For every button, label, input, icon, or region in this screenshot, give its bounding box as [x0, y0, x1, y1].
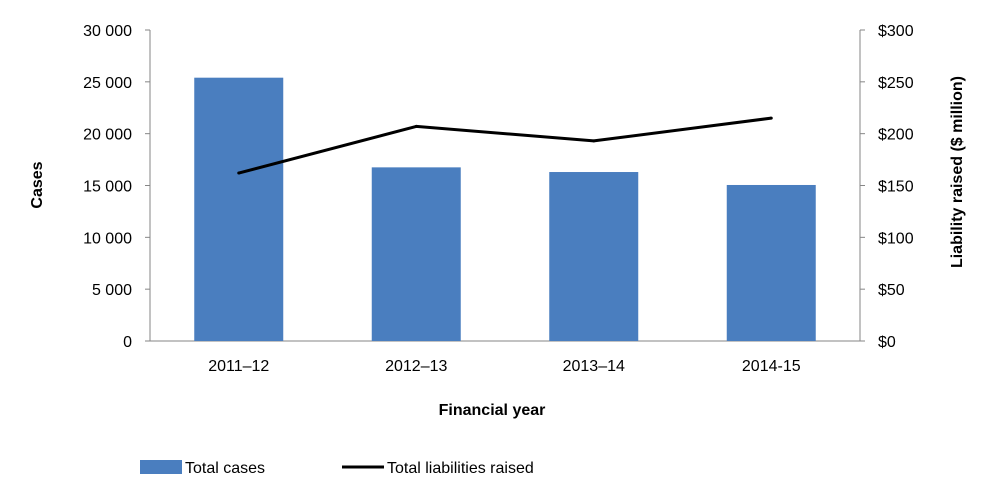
right-tick-label: $300 [878, 23, 914, 40]
left-tick-label: 5 000 [92, 282, 132, 299]
left-tick-label: 20 000 [83, 127, 132, 144]
right-tick-label: $250 [878, 75, 914, 92]
right-tick-label: $0 [878, 334, 896, 351]
x-tick-label: 2013–14 [563, 358, 625, 375]
left-axis-ticks: 0 5 000 10 000 15 000 20 000 25 000 30 000 [83, 23, 150, 351]
legend-label-total-cases: Total cases [185, 460, 265, 477]
y-axis-title: Cases [29, 161, 46, 208]
liabilities-point-2014-15 [769, 116, 773, 120]
right-axis-ticks: $0 $50 $100 $150 $200 $250 $300 [860, 23, 914, 351]
left-tick-label: 30 000 [83, 23, 132, 40]
x-tick-label: 2014-15 [742, 358, 801, 375]
liabilities-point-2013–14 [592, 139, 596, 143]
right-tick-label: $50 [878, 282, 905, 299]
legend-label-total-liabilities: Total liabilities raised [387, 460, 534, 477]
left-tick-label: 25 000 [83, 75, 132, 92]
x-tick-label: 2011–12 [208, 358, 269, 375]
right-tick-label: $150 [878, 179, 914, 196]
bars [194, 77, 816, 341]
left-tick-label: 10 000 [83, 230, 132, 247]
bar-2013–14 [549, 172, 639, 341]
left-tick-label: 15 000 [83, 179, 132, 196]
right-tick-label: $200 [878, 127, 914, 144]
liabilities-line [238, 116, 772, 175]
bar-2014-15 [726, 184, 816, 341]
liabilities-line-group [237, 116, 773, 175]
y2-axis-title: Liability raised ($ million) [949, 76, 966, 268]
x-tick-label: 2012–13 [385, 358, 447, 375]
x-axis-title: Financial year [439, 402, 546, 419]
legend-swatch-total-cases [140, 460, 182, 474]
liabilities-point-2011–12 [237, 171, 241, 175]
x-axis-ticks: 2011–12 2012–13 2013–14 2014-15 [208, 358, 801, 375]
bar-2012–13 [371, 167, 461, 341]
liabilities-point-2012–13 [414, 124, 418, 128]
bar-2011–12 [194, 77, 284, 341]
left-tick-label: 0 [123, 334, 132, 351]
legend: Total cases Total liabilities raised [140, 460, 534, 477]
right-tick-label: $100 [878, 230, 914, 247]
